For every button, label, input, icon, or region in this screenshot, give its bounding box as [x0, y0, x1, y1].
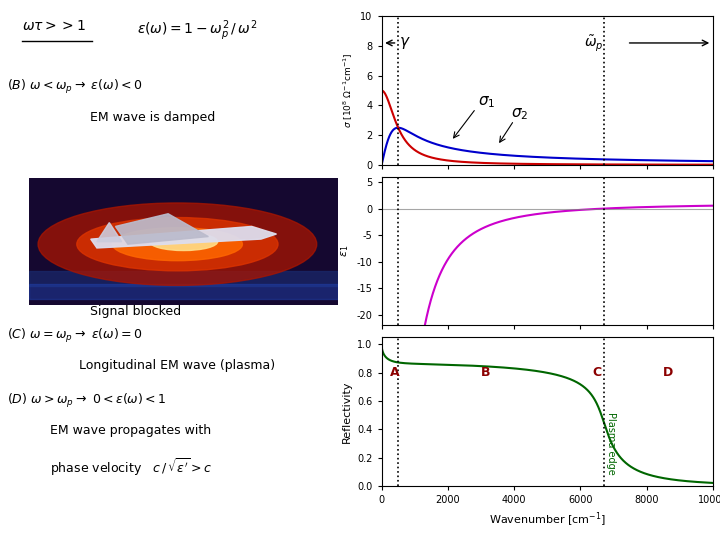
- Text: B: B: [481, 366, 490, 379]
- Text: EM wave is damped: EM wave is damped: [90, 111, 215, 124]
- Text: Plasma edge: Plasma edge: [606, 413, 616, 475]
- Polygon shape: [97, 222, 122, 242]
- Y-axis label: $\sigma\ [10^8\ \Omega^{-1}{\rm cm}^{-1}]$: $\sigma\ [10^8\ \Omega^{-1}{\rm cm}^{-1}…: [341, 53, 355, 129]
- Ellipse shape: [77, 218, 278, 271]
- Y-axis label: Reflectivity: Reflectivity: [342, 380, 351, 443]
- X-axis label: Wavenumber [cm$^{-1}$]: Wavenumber [cm$^{-1}$]: [489, 511, 606, 529]
- Text: $\omega\tau >>1$: $\omega\tau >>1$: [22, 19, 85, 33]
- Polygon shape: [115, 214, 208, 244]
- Text: $\sigma_2$: $\sigma_2$: [510, 106, 528, 122]
- Text: $(B)\ \omega < \omega_p \rightarrow\ \varepsilon(\omega) < 0$: $(B)\ \omega < \omega_p \rightarrow\ \va…: [7, 78, 143, 96]
- Text: $(C)\ \omega = \omega_p \rightarrow\ \varepsilon(\omega) = 0$: $(C)\ \omega = \omega_p \rightarrow\ \va…: [7, 327, 143, 345]
- Ellipse shape: [150, 233, 217, 251]
- Text: A: A: [390, 366, 400, 379]
- Text: $(D)\ \omega > \omega_p \rightarrow\ 0{<}\varepsilon(\omega){<}1$: $(D)\ \omega > \omega_p \rightarrow\ 0{<…: [7, 392, 166, 409]
- Text: Longitudinal EM wave (plasma): Longitudinal EM wave (plasma): [79, 359, 275, 372]
- Text: D: D: [663, 366, 673, 379]
- Text: $\tilde{\omega}_p$: $\tilde{\omega}_p$: [584, 33, 603, 53]
- Ellipse shape: [112, 228, 243, 261]
- Text: $\gamma$: $\gamma$: [399, 35, 411, 51]
- Y-axis label: $\varepsilon_1$: $\varepsilon_1$: [339, 245, 351, 257]
- Text: EM wave propagates with: EM wave propagates with: [50, 424, 212, 437]
- Bar: [29, 284, 338, 299]
- Ellipse shape: [38, 203, 317, 286]
- Polygon shape: [91, 226, 276, 248]
- Bar: [29, 271, 338, 286]
- Text: $\sigma_1$: $\sigma_1$: [477, 94, 495, 110]
- Text: C: C: [592, 366, 601, 379]
- Text: $\varepsilon(\omega) = 1 - \omega_p^2\,/\,\omega^2$: $\varepsilon(\omega) = 1 - \omega_p^2\,/…: [137, 19, 257, 43]
- Text: phase velocity   $c\,/\,\sqrt{\varepsilon^{\prime}} > c$: phase velocity $c\,/\,\sqrt{\varepsilon^…: [50, 456, 213, 478]
- Text: Signal blocked: Signal blocked: [90, 305, 181, 318]
